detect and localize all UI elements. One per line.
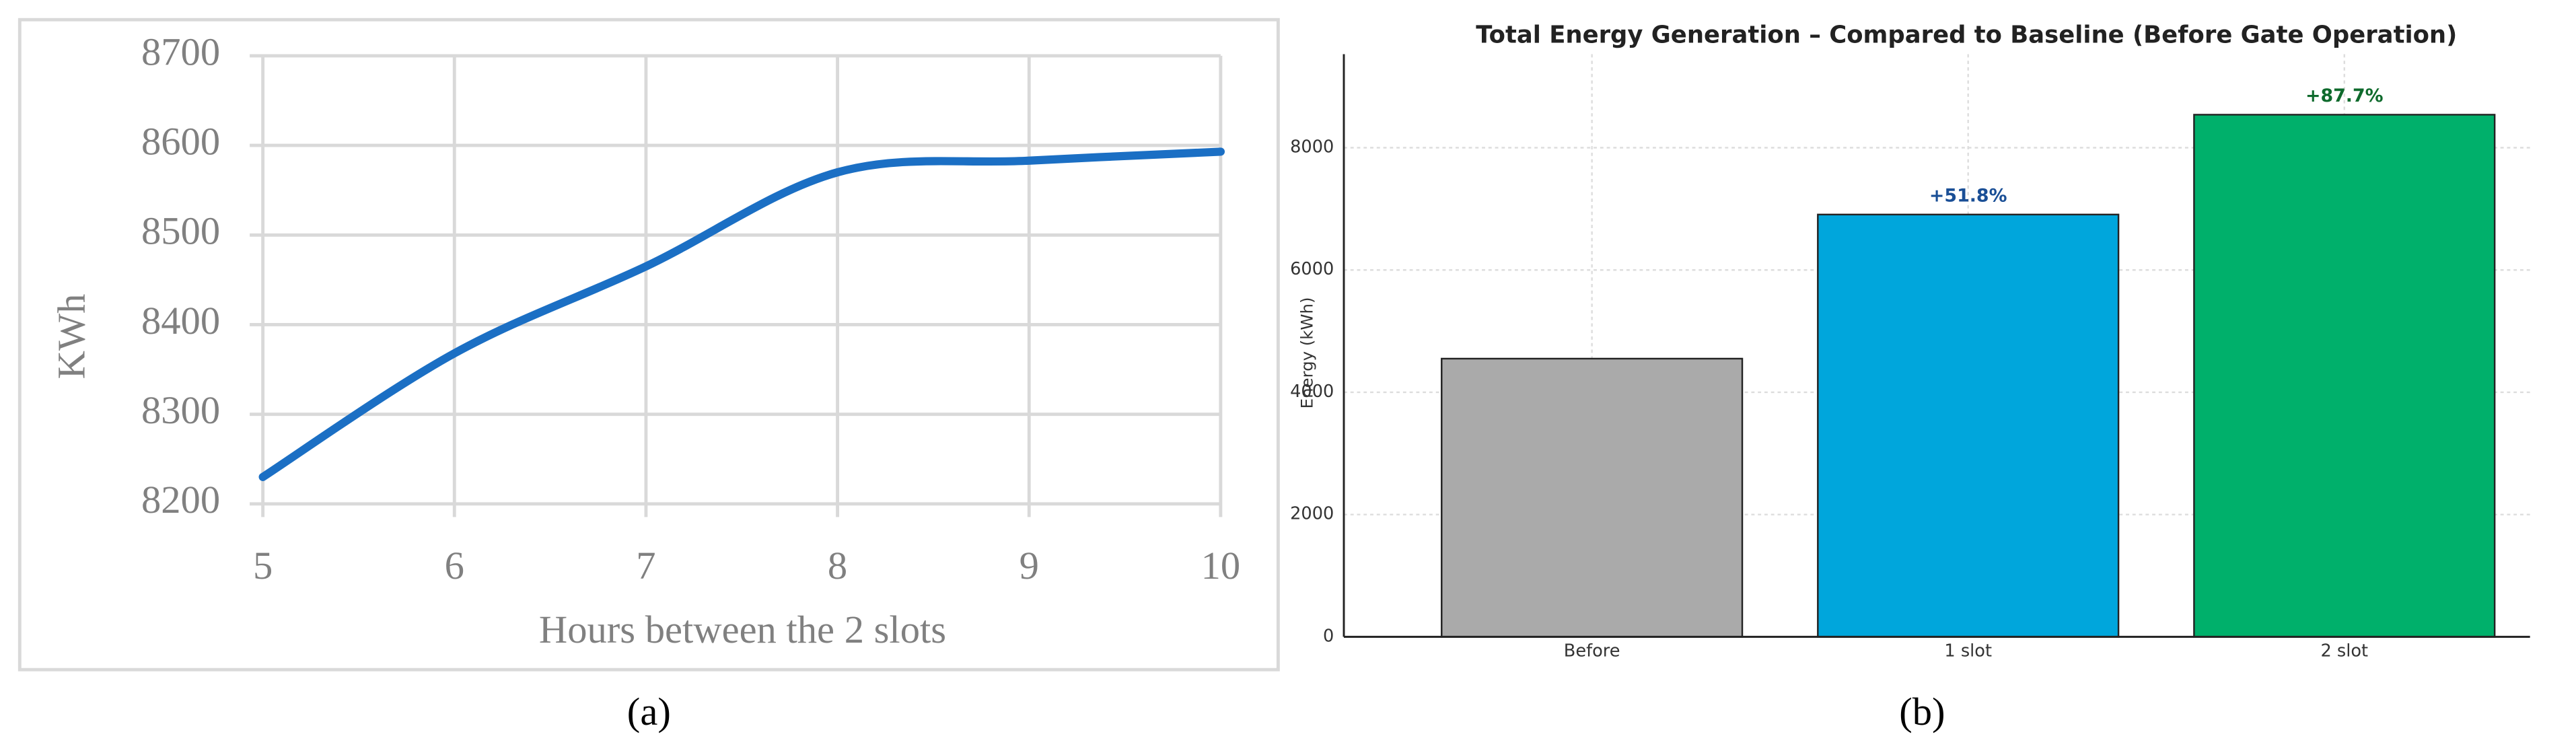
chart-frame — [17, 17, 1280, 672]
annotation: +87.7% — [2305, 85, 2384, 106]
bar — [2193, 114, 2496, 638]
y-tick-label: 8000 — [1290, 137, 1334, 157]
y-tick-label: 8300 — [141, 388, 220, 432]
chart-title: Total Energy Generation – Compared to Ba… — [1476, 22, 2457, 49]
y-tick-label: 8200 — [141, 478, 220, 522]
bar — [1817, 213, 2120, 638]
y-tick-label: 8500 — [141, 209, 220, 253]
x-tick-label: 2 slot — [2320, 641, 2368, 661]
x-axis-label: Hours between the 2 slots — [539, 608, 946, 651]
x-tick-label: 1 slot — [1944, 641, 1992, 661]
y-tick-label: 8600 — [141, 120, 220, 164]
y-tick-label: 4000 — [1290, 382, 1334, 402]
y-tick-label: 2000 — [1290, 504, 1334, 524]
x-tick-label: 10 — [1201, 544, 1241, 587]
x-tick-label: 9 — [1019, 544, 1039, 587]
y-tick-label: 8700 — [141, 30, 220, 73]
x-tick-label: 8 — [828, 544, 847, 587]
x-tick-label: 7 — [636, 544, 655, 587]
x-tick-label: 6 — [445, 544, 464, 587]
y-axis-label: Energy (kWh) — [1297, 297, 1316, 409]
y-tick-label: 6000 — [1290, 259, 1334, 279]
x-tick-label: 5 — [253, 544, 273, 587]
caption: (b) — [1899, 690, 1945, 733]
x-tick-label: Before — [1564, 641, 1620, 661]
line-series — [258, 147, 1225, 481]
y-tick-label: 0 — [1323, 626, 1334, 646]
y-tick-label: 8400 — [141, 299, 220, 343]
caption: (a) — [627, 690, 671, 733]
bar — [1441, 357, 1744, 638]
y-axis-label: KWh — [50, 294, 94, 380]
annotation: +51.8% — [1929, 185, 2007, 206]
